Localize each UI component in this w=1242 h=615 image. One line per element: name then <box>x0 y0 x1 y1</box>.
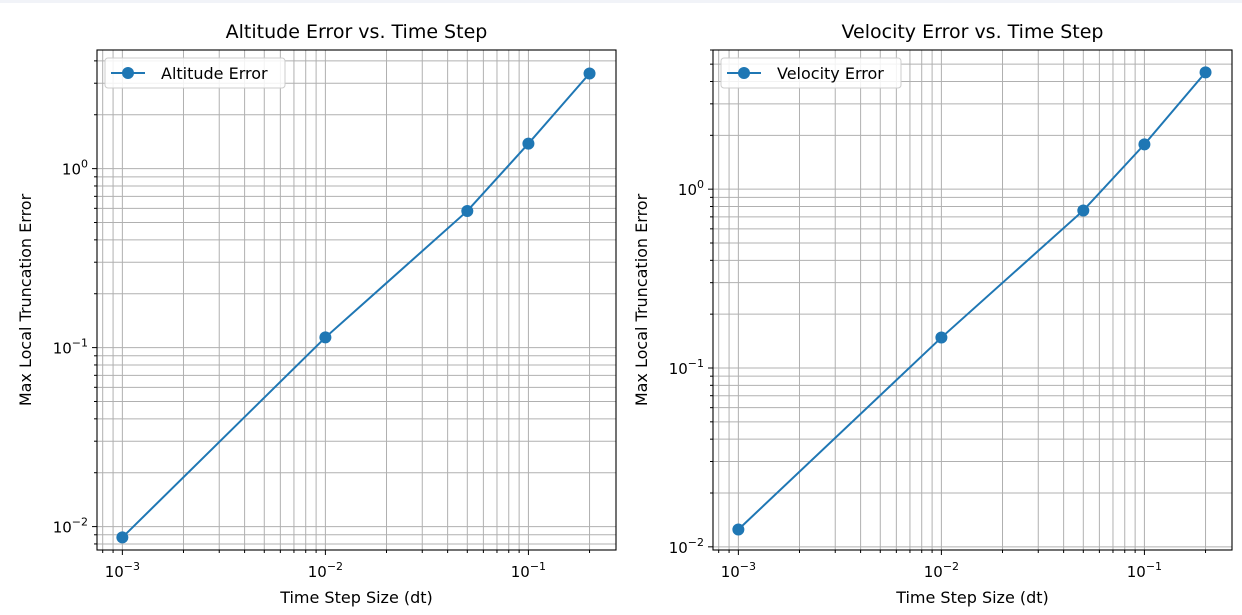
altitude-data-point <box>522 137 535 150</box>
altitude-legend-box <box>104 57 286 89</box>
velocity-y-tick-exponent: −2 <box>688 536 704 549</box>
velocity-legend-label: Velocity Error <box>777 64 884 83</box>
velocity-legend-box <box>720 57 902 89</box>
altitude-y-tick-label: 10−2 <box>53 516 88 537</box>
velocity-y-tick-label: 10−1 <box>669 357 704 378</box>
altitude-x-tick-label: 10−1 <box>511 560 546 581</box>
velocity-x-tick-base: 10 <box>1127 563 1146 581</box>
velocity-x-tick-exponent: −3 <box>740 560 756 573</box>
velocity-data-point <box>732 523 745 536</box>
velocity-y-tick-base: 10 <box>669 539 688 557</box>
altitude-x-axis-label: Time Step Size (dt) <box>279 588 433 607</box>
velocity-axes-frame <box>712 49 1233 551</box>
velocity-x-tick-label: 10−1 <box>1127 560 1162 581</box>
velocity-x-tick-base: 10 <box>721 563 740 581</box>
altitude-data-point <box>461 204 474 217</box>
altitude-x-tick-base: 10 <box>308 563 327 581</box>
altitude-data-point <box>116 531 129 544</box>
altitude-x-tick-base: 10 <box>105 563 124 581</box>
velocity-chart-title: Velocity Error vs. Time Step <box>842 21 1104 43</box>
velocity-y-tick-base: 10 <box>678 181 697 199</box>
velocity-y-tick-label: 10−2 <box>669 536 704 557</box>
altitude-y-tick-base: 10 <box>62 161 81 179</box>
altitude-x-tick-label: 10−2 <box>308 560 343 581</box>
altitude-y-tick-exponent: −1 <box>72 337 88 350</box>
velocity-x-tick-exponent: −1 <box>1146 560 1162 573</box>
altitude-chart-title: Altitude Error vs. Time Step <box>226 21 488 43</box>
velocity-x-tick-label: 10−2 <box>924 560 959 581</box>
altitude-y-tick-base: 10 <box>53 519 72 537</box>
altitude-x-tick-exponent: −2 <box>327 560 343 573</box>
altitude-data-point <box>583 67 596 80</box>
altitude-axes-frame <box>96 49 617 551</box>
velocity-data-point <box>1138 138 1151 151</box>
altitude-y-axis-label: Max Local Truncation Error <box>16 193 35 406</box>
velocity-data-point <box>1199 66 1212 79</box>
velocity-y-tick-label: 100 <box>678 178 704 199</box>
top-strip <box>0 0 1242 3</box>
altitude-x-tick-base: 10 <box>511 563 530 581</box>
velocity-x-tick-base: 10 <box>924 563 943 581</box>
velocity-data-point <box>1077 204 1090 217</box>
velocity-x-axis-label: Time Step Size (dt) <box>895 588 1049 607</box>
velocity-y-tick-exponent: 0 <box>697 178 704 191</box>
altitude-y-tick-label: 100 <box>62 158 88 179</box>
velocity-y-tick-base: 10 <box>669 360 688 378</box>
altitude-x-tick-exponent: −3 <box>124 560 140 573</box>
velocity-data-point <box>935 331 948 344</box>
altitude-y-tick-exponent: −2 <box>72 516 88 529</box>
altitude-x-tick-label: 10−3 <box>105 560 140 581</box>
velocity-legend-marker <box>738 67 750 79</box>
velocity-x-tick-exponent: −2 <box>943 560 959 573</box>
altitude-x-tick-exponent: −1 <box>530 560 546 573</box>
altitude-y-tick-label: 10−1 <box>53 337 88 358</box>
velocity-y-axis-label: Max Local Truncation Error <box>632 193 651 406</box>
altitude-legend-marker <box>122 67 134 79</box>
velocity-x-tick-label: 10−3 <box>721 560 756 581</box>
altitude-y-tick-base: 10 <box>53 340 72 358</box>
altitude-data-point <box>319 331 332 344</box>
altitude-legend-label: Altitude Error <box>161 64 268 83</box>
velocity-y-tick-exponent: −1 <box>688 357 704 370</box>
altitude-y-tick-exponent: 0 <box>81 158 88 171</box>
